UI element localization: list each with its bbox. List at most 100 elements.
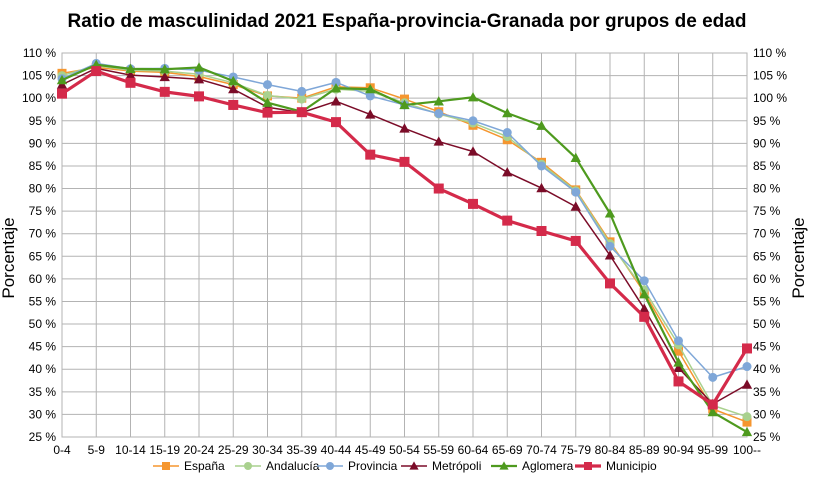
y-tick-label-right: 70 % [753, 227, 781, 241]
data-point-provincia [537, 161, 546, 171]
y-tick-label-left: 85 % [29, 159, 57, 173]
data-point-municipio [536, 225, 547, 236]
data-point-aglomera [365, 83, 376, 94]
data-point-municipio [502, 215, 513, 226]
data-point-metropoli [365, 109, 376, 119]
data-point-espana [674, 346, 683, 356]
gridlines [61, 52, 748, 438]
y-tick-label-right: 105 % [753, 69, 787, 83]
data-point-metropoli [570, 201, 581, 211]
x-tick-label: 75-79 [560, 443, 591, 457]
legend-marker [244, 462, 252, 470]
data-point-metropoli [125, 69, 136, 80]
legend-item-espana: España [153, 459, 225, 473]
plot-frame [61, 52, 748, 438]
y-tick-label-right: 55 % [753, 294, 781, 308]
data-point-aglomera [228, 75, 239, 86]
data-point-municipio [296, 107, 307, 118]
x-tick-label: 60-64 [458, 443, 489, 457]
legend-item-provincia: Provincia [317, 459, 398, 473]
data-point-municipio [194, 91, 204, 102]
legend-marker [584, 462, 592, 470]
y-axis-title-left: Porcentaje [0, 217, 18, 298]
data-point-municipio [433, 183, 444, 194]
data-point-metropoli [399, 123, 410, 133]
x-tick-label: 100-- [733, 443, 761, 457]
legend-item-metropoli: Metrópoli [401, 459, 481, 473]
data-point-provincia [571, 187, 581, 197]
y-tick-label-left: 70 % [29, 227, 57, 241]
data-point-aglomera [193, 62, 205, 72]
y-tick-label-left: 60 % [29, 272, 57, 286]
y-tick-label-left: 25 % [29, 430, 57, 444]
data-point-aglomera [125, 63, 136, 73]
data-point-provincia [674, 336, 683, 346]
data-point-andalucia [297, 94, 307, 104]
data-point-aglomera [399, 99, 410, 110]
x-tick-label: 25-29 [218, 443, 249, 457]
y-tick-label-right: 80 % [753, 182, 781, 196]
data-point-aglomera [502, 107, 513, 118]
y-tick-label-right: 75 % [753, 204, 781, 218]
legend-marker [162, 462, 170, 470]
y-tick-label-left: 75 % [29, 204, 57, 218]
y-tick-label-left: 105 % [22, 69, 56, 83]
y-tick-label-right: 85 % [753, 159, 781, 173]
y-tick-label-right: 65 % [753, 249, 781, 263]
x-tick-label: 50-54 [389, 443, 420, 457]
data-point-provincia [365, 91, 375, 101]
x-tick-label: 40-44 [321, 443, 352, 457]
x-tick-label: 0-4 [53, 443, 71, 457]
data-point-aglomera [707, 406, 718, 417]
legend-item-municipio: Municipio [575, 459, 657, 473]
data-point-provincia [434, 109, 444, 119]
data-point-provincia [331, 77, 341, 87]
data-point-metropoli [433, 136, 444, 146]
data-point-aglomera [467, 92, 479, 102]
data-point-aglomera [159, 64, 170, 74]
data-point-metropoli [536, 182, 547, 193]
x-tick-label: 10-14 [115, 443, 146, 457]
data-point-provincia [742, 362, 752, 372]
y-tick-label-right: 95 % [753, 114, 781, 128]
data-point-municipio [639, 311, 650, 322]
data-point-aglomera [639, 289, 650, 299]
data-point-aglomera [262, 97, 273, 107]
data-point-municipio [262, 107, 273, 118]
data-point-provincia [708, 372, 718, 382]
axes: 25 % 25 % 30 % 30 % 35 % 35 % 40 % 40 % 45 % 45 %… [22, 46, 787, 457]
y-tick-label-right: 50 % [753, 317, 781, 331]
data-point-provincia [297, 86, 307, 96]
data-point-metropoli [193, 74, 205, 84]
data-point-municipio [228, 99, 239, 110]
legend-label: Provincia [348, 459, 398, 473]
data-point-metropoli [502, 167, 513, 177]
y-tick-label-right: 90 % [753, 136, 781, 150]
y-tick-label-left: 50 % [29, 317, 57, 331]
legend-marker [326, 462, 334, 470]
data-point-metropoli [159, 71, 170, 82]
y-tick-label-left: 80 % [29, 182, 57, 196]
x-tick-label: 95-99 [697, 443, 728, 457]
data-point-municipio [570, 235, 581, 246]
data-point-municipio [605, 278, 615, 289]
data-point-aglomera [570, 152, 581, 162]
legend-marker [499, 461, 509, 470]
x-tick-label: 65-69 [492, 443, 523, 457]
x-tick-label: 30-34 [252, 443, 283, 457]
data-point-provincia [263, 80, 272, 90]
chart-title: Ratio de masculinidad 2021 España-provin… [68, 11, 747, 32]
y-tick-label-left: 45 % [29, 340, 57, 354]
data-point-municipio [673, 376, 684, 387]
data-point-metropoli [467, 146, 479, 156]
legend-marker [409, 461, 419, 470]
y-tick-label-right: 40 % [753, 362, 781, 376]
data-point-provincia [502, 128, 512, 138]
x-tick-label: 35-39 [286, 443, 317, 457]
y-tick-label-right: 60 % [753, 272, 781, 286]
data-point-aglomera [536, 120, 547, 130]
y-tick-label-right: 100 % [753, 91, 787, 105]
y-tick-label-left: 55 % [29, 294, 57, 308]
legend-label: Municipio [606, 459, 657, 473]
